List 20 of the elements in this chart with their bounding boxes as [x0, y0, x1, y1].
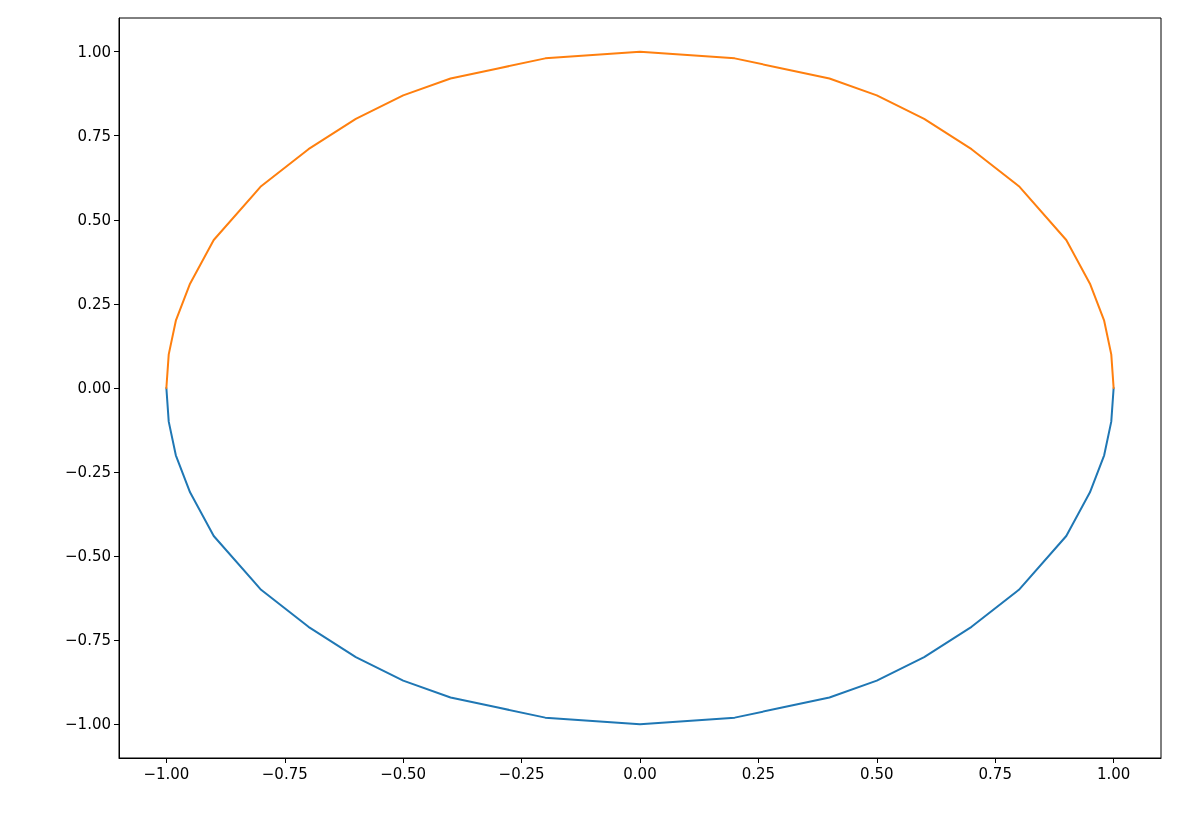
x-tick-label: 0.00 [623, 764, 657, 783]
x-tick-label: 0.50 [860, 764, 894, 783]
y-tick-label: 1.00 [77, 42, 111, 61]
x-tick-label: 0.25 [741, 764, 776, 783]
line-series [165, 50, 1115, 389]
line-series [165, 387, 1115, 726]
x-tick-label: −1.00 [143, 764, 190, 783]
y-tick-label: 0.75 [77, 126, 111, 145]
y-tick-label: 0.00 [77, 379, 111, 397]
y-tick-label: −0.75 [65, 631, 111, 650]
x-tick-label: −0.25 [498, 764, 545, 783]
y-tick-label: −1.00 [65, 715, 111, 734]
x-tick-label: −0.50 [380, 764, 427, 783]
y-tick-label: −0.50 [65, 547, 111, 566]
x-tick-label: 0.75 [978, 764, 1012, 783]
y-tick-label: −0.25 [65, 463, 111, 482]
x-tick-label: 1.00 [1096, 764, 1131, 783]
y-tick-label: 0.50 [77, 210, 111, 229]
x-tick-label: −0.75 [261, 764, 308, 783]
y-tick-label: 0.25 [77, 294, 111, 313]
